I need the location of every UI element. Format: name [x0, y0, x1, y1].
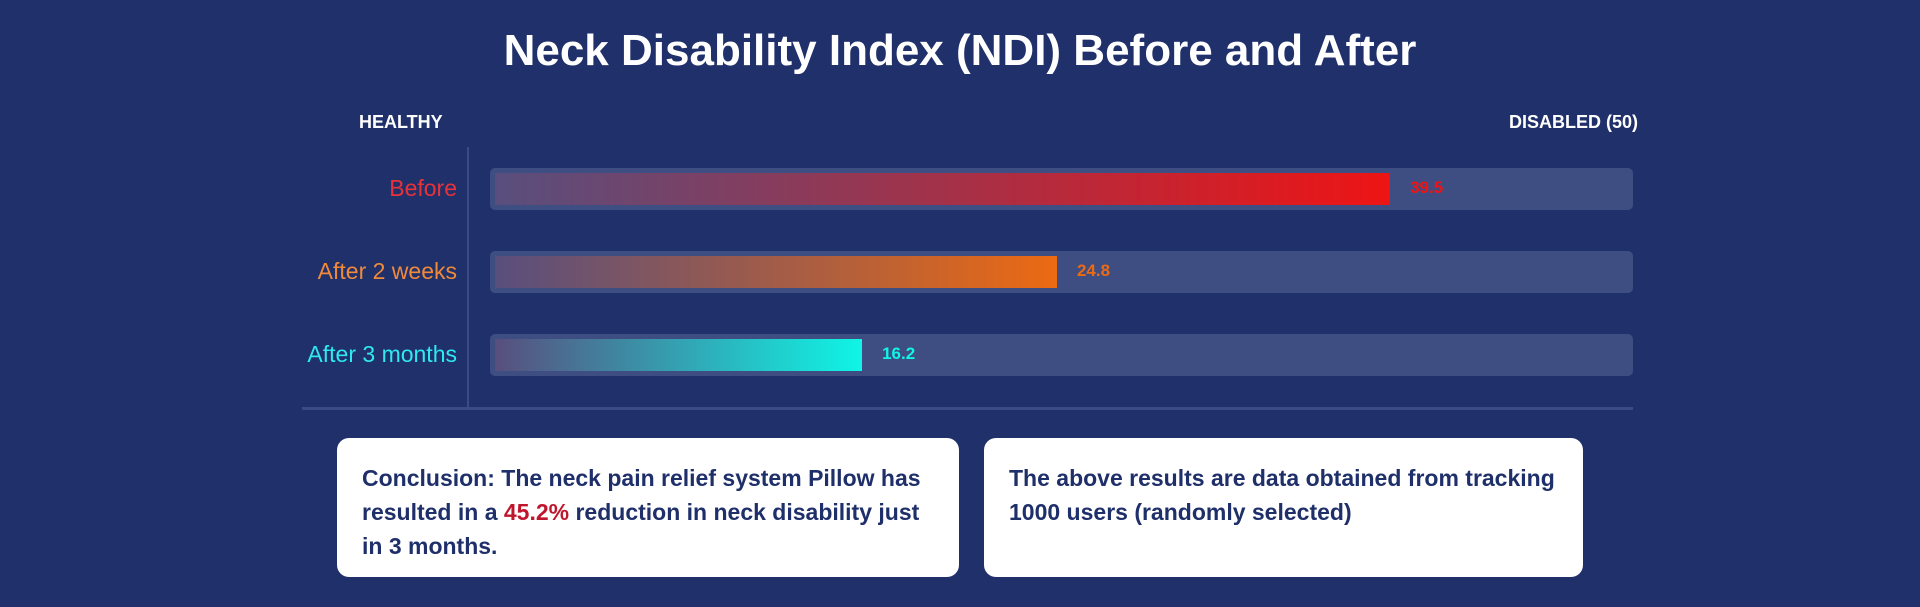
bar-row: Before 39.5	[0, 168, 1920, 210]
chart-title: Neck Disability Index (NDI) Before and A…	[503, 26, 1417, 75]
reduction-percent: 45.2%	[503, 499, 570, 525]
value-label: 39.5	[1410, 178, 1444, 197]
value-label: 24.8	[1076, 261, 1111, 280]
data-source-card: The above results are data obtained from…	[984, 438, 1583, 577]
data-source-text: The above results are data obtained from…	[1009, 465, 1555, 525]
conclusion-text-end: reduction in neck disability just in 3 m…	[362, 499, 920, 559]
conclusion-text: Conclusion: The neck pain relief system …	[362, 465, 921, 525]
bar-row: After 2 weeks 24.8	[0, 251, 1920, 293]
bar	[495, 173, 1391, 205]
value-label: 16.2	[882, 344, 916, 363]
y-axis-line	[467, 147, 469, 407]
x-axis-line	[302, 407, 1633, 410]
bar	[495, 256, 1057, 288]
category-label: Before	[389, 175, 457, 201]
conclusion-card: Conclusion: The neck pain relief system …	[337, 438, 959, 577]
category-label: After 3 months	[307, 341, 457, 367]
axis-label-healthy: HEALTHY	[359, 112, 443, 132]
bar-row: After 3 months 16.2	[0, 334, 1920, 376]
category-label: After 2 weeks	[317, 258, 457, 284]
axis-label-disabled: DISABLED (50)	[1508, 112, 1638, 132]
bar	[495, 339, 863, 371]
